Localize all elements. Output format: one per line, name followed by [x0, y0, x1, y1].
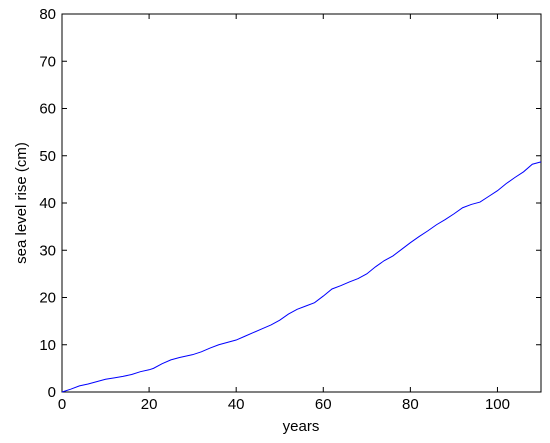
x-tick-label: 60	[315, 396, 332, 413]
y-tick-label: 20	[39, 290, 56, 307]
data-line	[61, 161, 542, 393]
x-tick-label: 20	[141, 396, 158, 413]
x-axis-label: years	[283, 418, 320, 435]
x-tick-label: 40	[228, 396, 245, 413]
y-tick-label: 40	[39, 195, 56, 212]
x-tick-label: 80	[402, 396, 419, 413]
y-tick-label: 60	[39, 101, 56, 118]
y-tick-label: 10	[39, 337, 56, 354]
x-tick-label: 0	[58, 396, 66, 413]
y-tick-label: 0	[48, 384, 56, 401]
y-axis-label: sea level rise (cm)	[13, 142, 30, 264]
y-tick-label: 80	[39, 6, 56, 23]
y-tick-label: 50	[39, 148, 56, 165]
x-tick-label: 100	[485, 396, 510, 413]
y-tick-label: 70	[39, 53, 56, 70]
y-tick-label: 30	[39, 242, 56, 259]
